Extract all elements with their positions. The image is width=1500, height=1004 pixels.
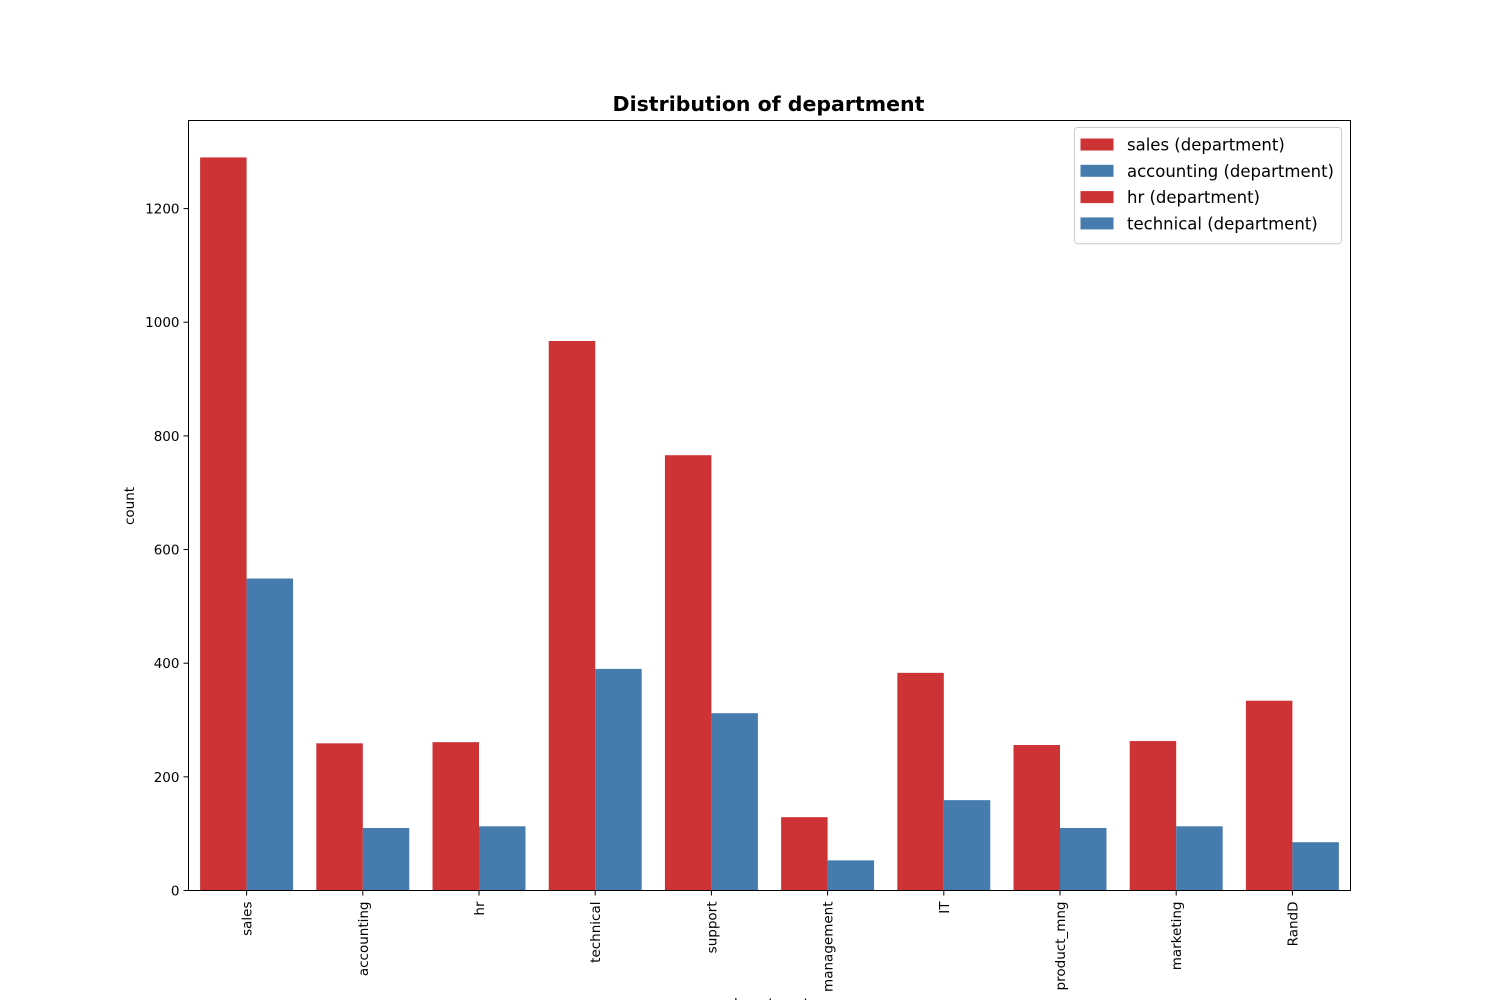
legend-swatch: [1080, 164, 1114, 177]
x-tick-label-hr: hr: [472, 901, 488, 916]
bar-technical-series-2: [595, 668, 642, 891]
legend: sales (department) accounting (department…: [1074, 127, 1342, 245]
bar-accounting-series-2: [362, 827, 410, 891]
x-tick-label-marketing: marketing: [1169, 902, 1185, 971]
legend-label: technical (department): [1127, 214, 1318, 233]
y-tick-label: 1000: [145, 315, 179, 331]
legend-box: [1074, 127, 1342, 245]
y-tick-label: 0: [171, 884, 180, 900]
x-tick-label-support: support: [704, 902, 720, 954]
y-tick-label: 200: [154, 770, 180, 786]
bar-marketing-series-1: [1129, 741, 1177, 891]
bar-accounting-series-1: [316, 743, 363, 891]
bars-layer: [200, 157, 1339, 891]
legend-swatch: [1080, 138, 1114, 151]
bar-product_mng-series-1: [1013, 745, 1060, 891]
x-axis: sales accounting hr technical support managem…: [240, 890, 1301, 992]
legend-swatch: [1080, 217, 1114, 230]
bar-support-series-1: [664, 455, 712, 891]
bar-IT-series-2: [943, 800, 991, 891]
x-tick-label-IT: IT: [937, 901, 953, 914]
y-tick-label: 800: [154, 429, 180, 445]
bar-management-series-2: [827, 860, 875, 891]
bar-hr-series-1: [432, 742, 479, 891]
bar-support-series-2: [711, 713, 758, 891]
y-axis: 0 200 400 600 800 1000 1200: [145, 202, 189, 900]
bar-RandD-series-2: [1292, 842, 1339, 891]
y-axis-label: count: [122, 487, 138, 525]
bar-hr-series-2: [479, 826, 526, 891]
bar-management-series-1: [781, 817, 828, 891]
x-tick-label-sales: sales: [240, 902, 256, 936]
x-tick-label-management: management: [821, 902, 837, 992]
y-tick-label: 1200: [145, 202, 179, 218]
chart-title: Distribution of department: [613, 92, 925, 116]
bar-IT-series-1: [897, 672, 944, 891]
x-tick-label-accounting: accounting: [356, 902, 372, 977]
y-tick-label: 600: [154, 543, 180, 559]
bar-technical-series-1: [548, 340, 596, 891]
bar-RandD-series-1: [1245, 700, 1293, 891]
legend-swatch: [1080, 191, 1114, 204]
bar-product_mng-series-2: [1060, 827, 1107, 891]
plot-frame: [188, 120, 1351, 891]
x-tick-label-RandD: RandD: [1285, 902, 1301, 947]
legend-label: hr (department): [1127, 188, 1260, 207]
x-axis-label: department: [729, 996, 809, 1000]
x-tick-label-product_mng: product_mng: [1053, 902, 1069, 991]
bar-sales-series-1: [200, 157, 247, 891]
bar-sales-series-2: [246, 578, 294, 891]
bar-marketing-series-2: [1176, 826, 1223, 891]
legend-label: accounting (department): [1127, 162, 1334, 181]
y-tick-label: 400: [154, 656, 180, 672]
x-tick-label-technical: technical: [588, 902, 604, 963]
legend-label: sales (department): [1127, 136, 1285, 155]
